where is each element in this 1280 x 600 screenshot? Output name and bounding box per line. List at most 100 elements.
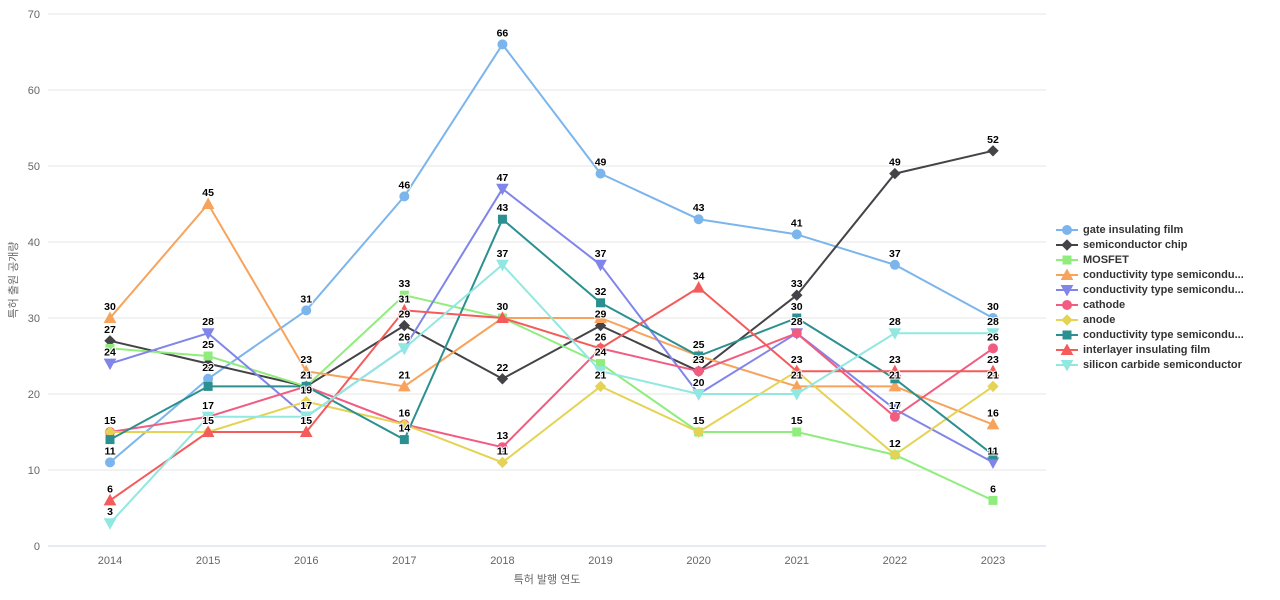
data-point-2015[interactable] bbox=[203, 381, 213, 391]
data-point-2022[interactable] bbox=[889, 167, 901, 180]
data-point-2017[interactable] bbox=[398, 319, 411, 332]
series-line bbox=[109, 286, 994, 502]
data-point-2020[interactable] bbox=[692, 389, 706, 401]
data-point-2021[interactable] bbox=[792, 427, 802, 437]
data-point-2022[interactable] bbox=[888, 404, 902, 416]
data-point-2015[interactable] bbox=[201, 411, 215, 424]
data-point-2015[interactable] bbox=[201, 197, 215, 209]
data-point-2014[interactable] bbox=[103, 311, 117, 323]
data-point-2019[interactable] bbox=[594, 311, 607, 323]
data-point-2018[interactable] bbox=[497, 39, 508, 50]
data-point-2018[interactable] bbox=[496, 259, 509, 272]
data-point-2018[interactable] bbox=[496, 456, 509, 469]
data-point-2017[interactable] bbox=[399, 290, 409, 300]
x-tick-2016: 2016 bbox=[294, 555, 318, 567]
data-point-2017[interactable] bbox=[397, 343, 411, 355]
data-point-2022[interactable] bbox=[889, 449, 901, 461]
data-label: 28 bbox=[987, 316, 999, 328]
data-label: 6 bbox=[990, 483, 996, 495]
data-label: 49 bbox=[889, 157, 901, 169]
data-point-2019[interactable] bbox=[594, 380, 607, 393]
data-point-2021[interactable] bbox=[791, 328, 802, 339]
legend-item-7-conductivity-type-semicondu[interactable]: conductivity type semicondu... bbox=[1056, 327, 1244, 342]
legend-item-8-interlayer-insulating-film[interactable]: interlayer insulating film bbox=[1056, 342, 1244, 357]
data-point-2023[interactable] bbox=[986, 417, 1000, 430]
data-point-2017[interactable] bbox=[399, 191, 410, 202]
data-point-2022[interactable] bbox=[888, 379, 902, 392]
data-point-2016[interactable] bbox=[300, 395, 312, 408]
legend-item-0-gate-insulating-film[interactable]: gate insulating film bbox=[1056, 222, 1244, 237]
legend-label: semiconductor chip bbox=[1083, 238, 1188, 251]
data-point-2022[interactable] bbox=[888, 364, 902, 377]
data-point-2019[interactable] bbox=[595, 168, 606, 179]
data-label: 41 bbox=[791, 217, 803, 229]
data-label: 24 bbox=[595, 347, 607, 359]
legend-item-6-anode[interactable]: anode bbox=[1056, 312, 1244, 327]
data-point-2021[interactable] bbox=[792, 313, 802, 323]
data-point-2018[interactable] bbox=[497, 442, 508, 453]
data-point-2023[interactable] bbox=[987, 343, 998, 354]
data-point-2014[interactable] bbox=[103, 493, 117, 506]
data-point-2016[interactable] bbox=[299, 411, 313, 424]
data-point-2023[interactable] bbox=[988, 450, 998, 460]
legend-item-9-silicon-carbide-semiconductor[interactable]: silicon carbide semiconductor bbox=[1056, 357, 1244, 372]
data-point-2016[interactable] bbox=[299, 364, 313, 377]
data-point-2016[interactable] bbox=[301, 305, 312, 316]
data-point-2021[interactable] bbox=[790, 364, 804, 377]
legend-item-2-mosfet[interactable]: MOSFET bbox=[1056, 252, 1244, 267]
data-point-2017[interactable] bbox=[397, 303, 411, 316]
data-point-2019[interactable] bbox=[594, 319, 607, 332]
data-point-2023[interactable] bbox=[987, 145, 999, 157]
series-9-silicon-carbide-semiconductor bbox=[103, 259, 1000, 530]
data-point-2015[interactable] bbox=[201, 425, 215, 437]
data-point-2014[interactable] bbox=[103, 358, 117, 371]
data-point-2023[interactable] bbox=[986, 328, 1000, 340]
data-point-2022[interactable] bbox=[889, 411, 900, 422]
data-point-2017[interactable] bbox=[399, 435, 409, 445]
data-point-2014[interactable] bbox=[105, 343, 115, 353]
data-point-2022[interactable] bbox=[889, 259, 900, 270]
legend-item-4-conductivity-type-semicondu[interactable]: conductivity type semicondu... bbox=[1056, 282, 1244, 297]
data-point-2015[interactable] bbox=[202, 357, 214, 370]
data-point-2022[interactable] bbox=[888, 328, 902, 340]
data-point-2020[interactable] bbox=[692, 281, 706, 293]
data-point-2023[interactable] bbox=[988, 495, 998, 505]
data-point-2018[interactable] bbox=[496, 373, 509, 385]
data-point-2016[interactable] bbox=[299, 425, 313, 437]
data-point-2020[interactable] bbox=[694, 351, 704, 361]
data-point-2017[interactable] bbox=[398, 418, 411, 431]
data-point-2019[interactable] bbox=[594, 366, 607, 378]
data-point-2019[interactable] bbox=[594, 259, 607, 272]
data-label: 33 bbox=[791, 278, 803, 290]
data-point-2014[interactable] bbox=[103, 518, 117, 530]
data-point-2015[interactable] bbox=[201, 328, 215, 340]
data-point-2016[interactable] bbox=[301, 381, 311, 391]
data-point-2021[interactable] bbox=[791, 229, 802, 240]
data-point-2019[interactable] bbox=[594, 341, 607, 354]
data-point-2020[interactable] bbox=[693, 366, 704, 377]
legend-item-1-semiconductor-chip[interactable]: semiconductor chip bbox=[1056, 237, 1244, 252]
data-label: 43 bbox=[497, 202, 509, 214]
legend-label: anode bbox=[1083, 313, 1116, 326]
data-point-2021[interactable] bbox=[790, 389, 804, 401]
data-point-2015[interactable] bbox=[203, 351, 213, 361]
legend-item-5-cathode[interactable]: cathode bbox=[1056, 297, 1244, 312]
data-point-2023[interactable] bbox=[986, 364, 1000, 377]
data-point-2021[interactable] bbox=[791, 289, 803, 301]
data-label: 30 bbox=[791, 301, 803, 313]
data-point-2018[interactable] bbox=[496, 183, 509, 196]
data-point-2023[interactable] bbox=[987, 380, 999, 393]
data-point-2014[interactable] bbox=[105, 435, 115, 445]
data-point-2020[interactable] bbox=[692, 426, 705, 438]
data-point-2017[interactable] bbox=[397, 379, 411, 392]
data-point-2018[interactable] bbox=[496, 311, 509, 323]
data-point-2020[interactable] bbox=[693, 214, 704, 225]
data-point-2014[interactable] bbox=[105, 457, 115, 468]
data-point-2019[interactable] bbox=[596, 298, 606, 308]
data-point-2023[interactable] bbox=[986, 457, 1000, 469]
data-point-2018[interactable] bbox=[497, 214, 507, 224]
legend-item-3-conductivity-type-semicondu[interactable]: conductivity type semicondu... bbox=[1056, 267, 1244, 282]
data-point-2023[interactable] bbox=[987, 313, 998, 323]
legend-label: conductivity type semicondu... bbox=[1083, 328, 1244, 341]
data-label: 37 bbox=[595, 248, 607, 260]
